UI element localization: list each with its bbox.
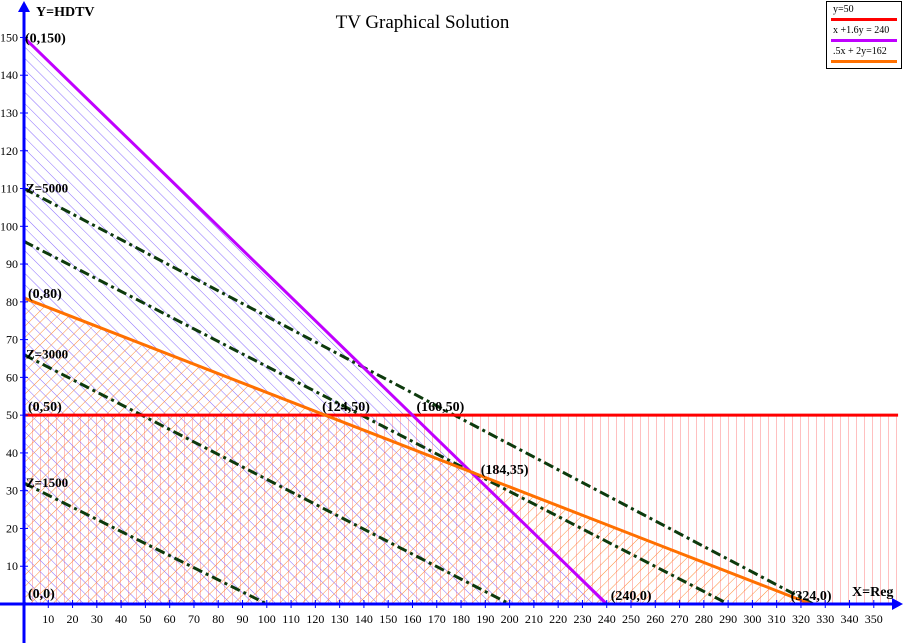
- x-tick-label: 330: [816, 612, 834, 626]
- x-tick-label: 90: [237, 612, 249, 626]
- y-tick-label: 90: [6, 257, 18, 271]
- y-tick-label: 130: [0, 106, 18, 120]
- x-tick-label: 20: [67, 612, 79, 626]
- objective-line-3: [23, 481, 268, 606]
- constraint-line-2: [23, 296, 812, 606]
- objective-line-2: [23, 353, 511, 606]
- legend-swatch: [831, 39, 897, 42]
- y-axis-label: Y=HDTV: [36, 5, 95, 20]
- x-tick-label: 210: [525, 612, 543, 626]
- x-tick-label: 220: [549, 612, 567, 626]
- objective-line-1: [23, 240, 729, 606]
- x-tick-label: 230: [573, 612, 591, 626]
- y-tick-label: 140: [0, 68, 18, 82]
- legend-label: y=50: [833, 4, 854, 15]
- x-tick-label: 310: [768, 612, 786, 626]
- constraint-line-1: [22, 36, 608, 606]
- x-axis-arrow: [892, 598, 903, 610]
- y-axis-arrow: [18, 1, 30, 12]
- x-tick-label: 40: [115, 612, 127, 626]
- x-tick-label: 300: [743, 612, 761, 626]
- x-axis-label: X=Reg: [852, 585, 893, 600]
- x-tick-label: 200: [501, 612, 519, 626]
- x-tick-label: 350: [865, 612, 883, 626]
- y-tick-label: 60: [6, 370, 18, 384]
- corner-point-label: (0,50): [28, 400, 62, 415]
- x-tick-label: 340: [841, 612, 859, 626]
- chart-title: TV Graphical Solution: [335, 12, 510, 33]
- objective-label: Z=5000: [26, 181, 68, 196]
- x-tick-label: 190: [476, 612, 494, 626]
- x-tick-label: 80: [212, 612, 224, 626]
- y-tick-label: 40: [6, 446, 18, 460]
- legend-entry-y50: y=50: [831, 2, 897, 23]
- x-tick-label: 50: [139, 612, 151, 626]
- corner-point-label: (184,35): [481, 463, 529, 478]
- x-tick-label: 140: [355, 612, 373, 626]
- corner-point-label: (124,50): [322, 400, 370, 415]
- legend-swatch: [831, 60, 897, 63]
- x-tick-label: 240: [598, 612, 616, 626]
- x-tick-label: 120: [306, 612, 324, 626]
- corner-point-label: (0,0): [28, 587, 55, 602]
- y-tick-label: 10: [6, 559, 18, 573]
- y-tick-label: 20: [6, 521, 18, 535]
- objective-line-0: [23, 187, 814, 606]
- legend-label: .5x + 2y=162: [833, 46, 887, 57]
- x-tick-label: 110: [282, 612, 300, 626]
- corner-point-label: (0,150): [25, 31, 66, 46]
- x-tick-label: 30: [91, 612, 103, 626]
- legend-swatch: [831, 18, 897, 21]
- x-tick-label: 280: [695, 612, 713, 626]
- corner-point-label: (0,80): [28, 287, 62, 302]
- x-tick-label: 320: [792, 612, 810, 626]
- y-tick-label: 30: [6, 484, 18, 498]
- legend-label: x +1.6y = 240: [833, 25, 890, 36]
- objective-label: Z=3000: [26, 347, 68, 362]
- x-tick-label: 10: [42, 612, 54, 626]
- corner-point-label: (324,0): [791, 589, 832, 604]
- legend-entry-orange: .5x + 2y=162: [831, 44, 897, 65]
- corner-point-label: (160,50): [416, 400, 464, 415]
- x-tick-label: 250: [622, 612, 640, 626]
- y-tick-label: 150: [0, 30, 18, 44]
- x-tick-label: 100: [258, 612, 276, 626]
- legend: y=50 x +1.6y = 240 .5x + 2y=162: [826, 1, 902, 69]
- x-tick-label: 160: [403, 612, 421, 626]
- y-tick-label: 100: [0, 219, 18, 233]
- legend-entry-purple: x +1.6y = 240: [831, 23, 897, 44]
- x-tick-label: 150: [379, 612, 397, 626]
- x-tick-label: 180: [452, 612, 470, 626]
- x-tick-label: 130: [331, 612, 349, 626]
- x-tick-label: 60: [164, 612, 176, 626]
- y-tick-label: 70: [6, 333, 18, 347]
- x-tick-label: 70: [188, 612, 200, 626]
- x-tick-label: 270: [671, 612, 689, 626]
- y-tick-label: 120: [0, 144, 18, 158]
- y-tick-label: 110: [0, 182, 18, 196]
- corner-point-label: (240,0): [611, 589, 652, 604]
- x-tick-label: 290: [719, 612, 737, 626]
- x-tick-label: 260: [646, 612, 664, 626]
- y-tick-label: 50: [6, 408, 18, 422]
- x-tick-label: 170: [428, 612, 446, 626]
- y-tick-label: 80: [6, 295, 18, 309]
- objective-label: Z=1500: [26, 475, 68, 490]
